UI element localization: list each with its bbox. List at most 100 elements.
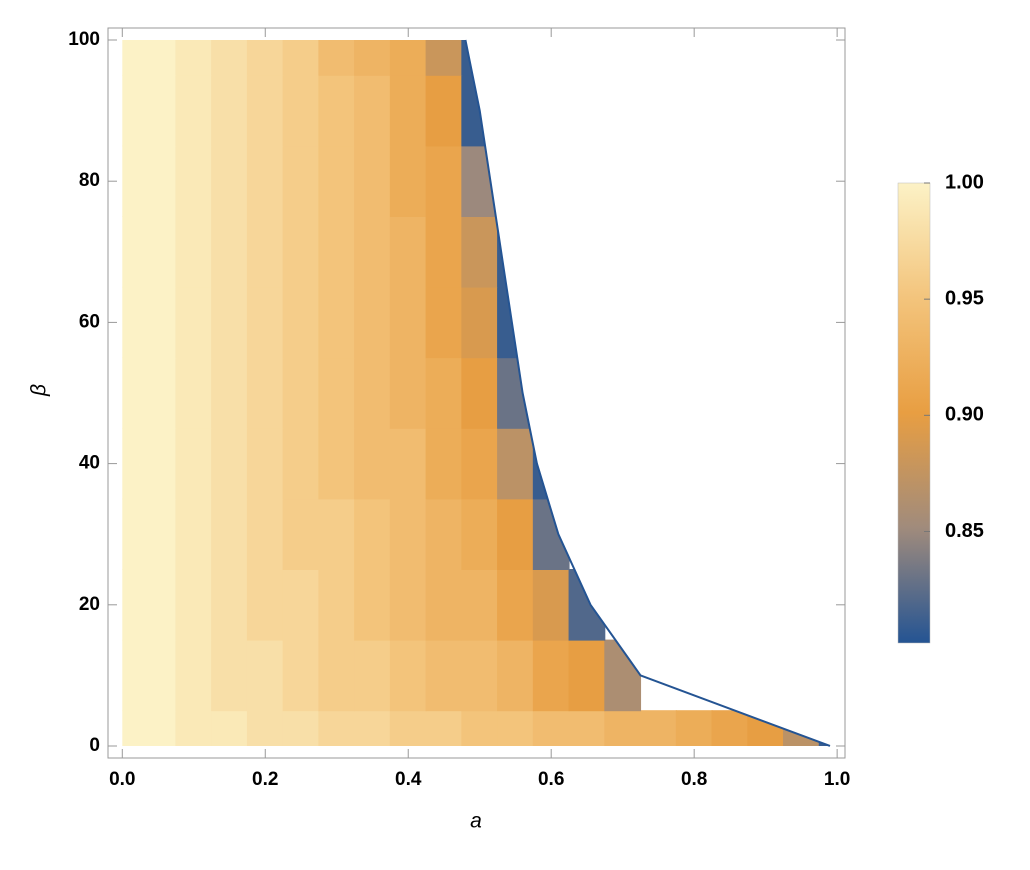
heat-cell: [175, 427, 213, 500]
heat-cell: [425, 145, 463, 218]
heat-cell: [461, 639, 499, 712]
heat-cell: [175, 74, 213, 147]
heat-cell: [497, 216, 534, 288]
heat-cell: [354, 710, 391, 746]
heat-cell: [139, 639, 177, 712]
x-tick-label: 1.0: [824, 769, 850, 790]
heat-cell: [246, 40, 284, 76]
colorbar-tick-label: 1.00: [945, 171, 984, 193]
heat-cell: [425, 639, 463, 712]
y-tick-label: 20: [79, 594, 100, 615]
heat-cell: [122, 639, 141, 712]
heat-cell: [318, 639, 356, 712]
y-axis-label: β: [28, 384, 51, 397]
heat-cell: [122, 286, 141, 359]
colorbar: [897, 182, 931, 644]
heat-cell: [139, 286, 177, 359]
heat-cell: [211, 40, 248, 76]
heat-cell: [354, 427, 391, 500]
y-tick-label: 80: [79, 170, 100, 191]
heat-cell: [389, 568, 427, 641]
heat-cell: [354, 568, 391, 641]
heat-cell: [122, 498, 141, 570]
heat-cell: [532, 427, 570, 500]
heat-cell: [318, 568, 356, 641]
heat-cell: [532, 710, 570, 746]
heat-cell: [211, 710, 248, 746]
heat-cell: [711, 710, 749, 746]
heat-cell: [246, 498, 284, 570]
heat-cell: [211, 286, 248, 359]
heat-cell: [175, 639, 213, 712]
heat-cell: [425, 710, 463, 746]
heat-cell: [175, 216, 213, 288]
heat-cell: [175, 710, 213, 746]
heat-cell: [282, 74, 320, 147]
heat-cell: [318, 357, 356, 429]
heat-cell: [461, 40, 499, 76]
heat-cell: [354, 145, 391, 218]
heat-cell: [122, 427, 141, 500]
heat-cell: [211, 145, 248, 218]
heat-cell: [282, 427, 320, 500]
heat-cell: [425, 427, 463, 500]
heat-cell: [282, 145, 320, 218]
heat-cell: [139, 40, 177, 76]
heat-cell: [139, 568, 177, 641]
heat-cell: [318, 498, 356, 570]
heat-cell: [389, 216, 427, 288]
heat-cell: [282, 286, 320, 359]
boundary-line: [464, 39, 831, 747]
heat-cell: [497, 710, 534, 746]
heat-cell: [139, 427, 177, 500]
heat-cell: [354, 639, 391, 712]
heat-cell: [318, 427, 356, 500]
heat-cell: [568, 710, 606, 746]
heat-cell: [568, 568, 606, 641]
heat-cell: [389, 427, 427, 500]
heat-cell: [122, 357, 141, 429]
heat-cell: [246, 639, 284, 712]
heat-cell: [461, 286, 499, 359]
x-tick-label: 0.4: [395, 769, 422, 790]
y-tick-label: 40: [79, 453, 100, 474]
heat-cell: [246, 216, 284, 288]
heat-cell: [461, 568, 499, 641]
heat-cell: [389, 357, 427, 429]
heat-cell: [211, 216, 248, 288]
heat-cell: [318, 74, 356, 147]
heat-cell: [139, 74, 177, 147]
heat-cell: [389, 639, 427, 712]
heat-cell: [389, 40, 427, 76]
heat-cell: [425, 286, 463, 359]
heat-cell: [246, 286, 284, 359]
heat-cell: [354, 498, 391, 570]
heat-cell: [211, 427, 248, 500]
heat-cell: [246, 357, 284, 429]
heat-cell: [211, 639, 248, 712]
colorbar-tick-label: 0.95: [945, 287, 984, 309]
heat-cell: [675, 710, 713, 746]
x-tick-label: 0.2: [252, 769, 278, 790]
heat-cell: [211, 498, 248, 570]
heat-cell: [122, 710, 141, 746]
x-tick-label: 0.8: [681, 769, 707, 790]
heat-cell: [139, 357, 177, 429]
heat-cell: [318, 286, 356, 359]
heat-cell: [425, 568, 463, 641]
heat-cell: [122, 74, 141, 147]
heat-cell: [354, 74, 391, 147]
heat-cell: [497, 427, 534, 500]
heat-cell: [461, 145, 499, 218]
heat-cell: [354, 216, 391, 288]
heat-cell: [282, 216, 320, 288]
x-axis-label: a: [470, 810, 482, 833]
heat-cell: [461, 427, 499, 500]
heat-cell: [318, 710, 356, 746]
y-tick-label: 60: [79, 311, 100, 332]
heat-cell: [139, 498, 177, 570]
colorbar-tick-label: 0.85: [945, 520, 984, 542]
heat-cell: [747, 710, 785, 746]
heat-cell: [282, 710, 320, 746]
